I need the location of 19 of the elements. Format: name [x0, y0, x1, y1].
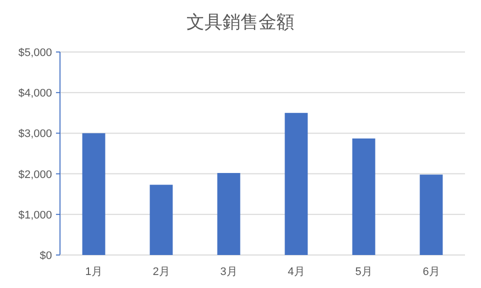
x-tick-label: 3月 [220, 266, 238, 278]
y-tick-label: $0 [40, 250, 52, 262]
x-tick-label: 4月 [288, 266, 305, 278]
y-tick-label: $5,000 [18, 47, 52, 59]
bar [150, 184, 173, 255]
chart-title: 文具銷售金額 [186, 12, 294, 32]
x-tick-label: 5月 [355, 266, 372, 278]
bar [82, 133, 106, 255]
x-tick-label: 2月 [152, 266, 170, 278]
x-tick-label: 1月 [85, 266, 102, 278]
y-tick-label: $1,000 [18, 209, 52, 222]
bar [217, 172, 240, 255]
bar [352, 138, 376, 255]
bar [284, 112, 308, 255]
bar [420, 174, 443, 255]
x-tick-label: 6月 [422, 266, 440, 278]
y-tick-label: $3,000 [18, 128, 52, 140]
y-tick-label: $2,000 [18, 168, 52, 181]
y-tick-label: $4,000 [18, 88, 52, 100]
